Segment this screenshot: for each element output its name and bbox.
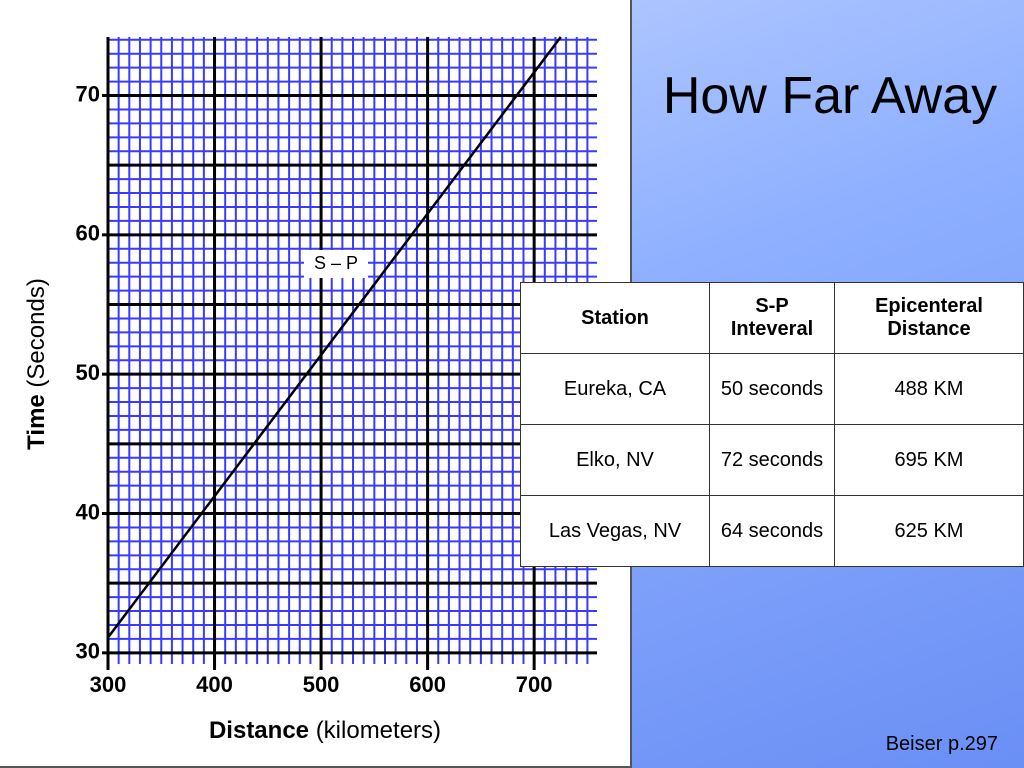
y-tick-label: 70 bbox=[76, 81, 100, 106]
y-tick-label: 30 bbox=[76, 639, 100, 664]
x-tick-label: 600 bbox=[409, 672, 446, 697]
slide-title: How Far Away bbox=[662, 67, 998, 125]
data-line bbox=[107, 36, 562, 639]
y-axis-label: Time (Seconds) bbox=[23, 278, 50, 450]
header-cell: Epicenteral Distance bbox=[834, 282, 1024, 354]
table-cell: Elko, NV bbox=[520, 424, 710, 496]
x-tick-label: 300 bbox=[90, 672, 127, 697]
y-tick-label: 60 bbox=[76, 221, 100, 246]
x-axis-label-normal: (kilometers) bbox=[316, 717, 441, 744]
y-tick-label: 50 bbox=[76, 360, 100, 385]
annotation-box bbox=[304, 250, 368, 278]
y-axis-label-bold: Time bbox=[23, 394, 50, 450]
annotation: S – P bbox=[314, 253, 358, 273]
table-cell: Eureka, CA bbox=[520, 353, 710, 425]
x-tick-label: 400 bbox=[196, 672, 233, 697]
table-cell: 695 KM bbox=[834, 424, 1024, 496]
footer-text: Beiser p.297 bbox=[885, 733, 998, 755]
table-row: Eureka, CA 50 seconds 488 KM bbox=[520, 353, 1024, 425]
table-cell: 72 seconds bbox=[709, 424, 835, 496]
header-cell: Station bbox=[520, 282, 710, 354]
table-cell: Las Vegas, NV bbox=[520, 495, 710, 567]
y-tick-label: 40 bbox=[76, 499, 100, 524]
table-cell: 50 seconds bbox=[709, 353, 835, 425]
chart: 300 400 500 600 700 30 40 50 60 70 Distance (kilom… bbox=[23, 36, 597, 744]
x-tick-label: 700 bbox=[516, 672, 553, 697]
y-axis-label-normal: (Seconds) bbox=[23, 278, 50, 387]
table-row: Las Vegas, NV 64 seconds 625 KM bbox=[520, 495, 1024, 567]
header-cell: S-P Inteveral bbox=[709, 282, 835, 354]
x-axis-label: Distance (kilometers) bbox=[209, 717, 441, 744]
table-row: Elko, NV 72 seconds 695 KM bbox=[520, 424, 1024, 496]
x-tick-label: 500 bbox=[303, 672, 340, 697]
table-header: Station S-P Inteveral Epicenteral Distan… bbox=[520, 282, 1024, 354]
table-cell: 488 KM bbox=[834, 353, 1024, 425]
table-cell: 625 KM bbox=[834, 495, 1024, 567]
table-cell: 64 seconds bbox=[709, 495, 835, 567]
data-table: Station S-P Inteveral Epicenteral Distan… bbox=[520, 282, 1024, 567]
x-axis-label-bold: Distance bbox=[209, 717, 309, 744]
